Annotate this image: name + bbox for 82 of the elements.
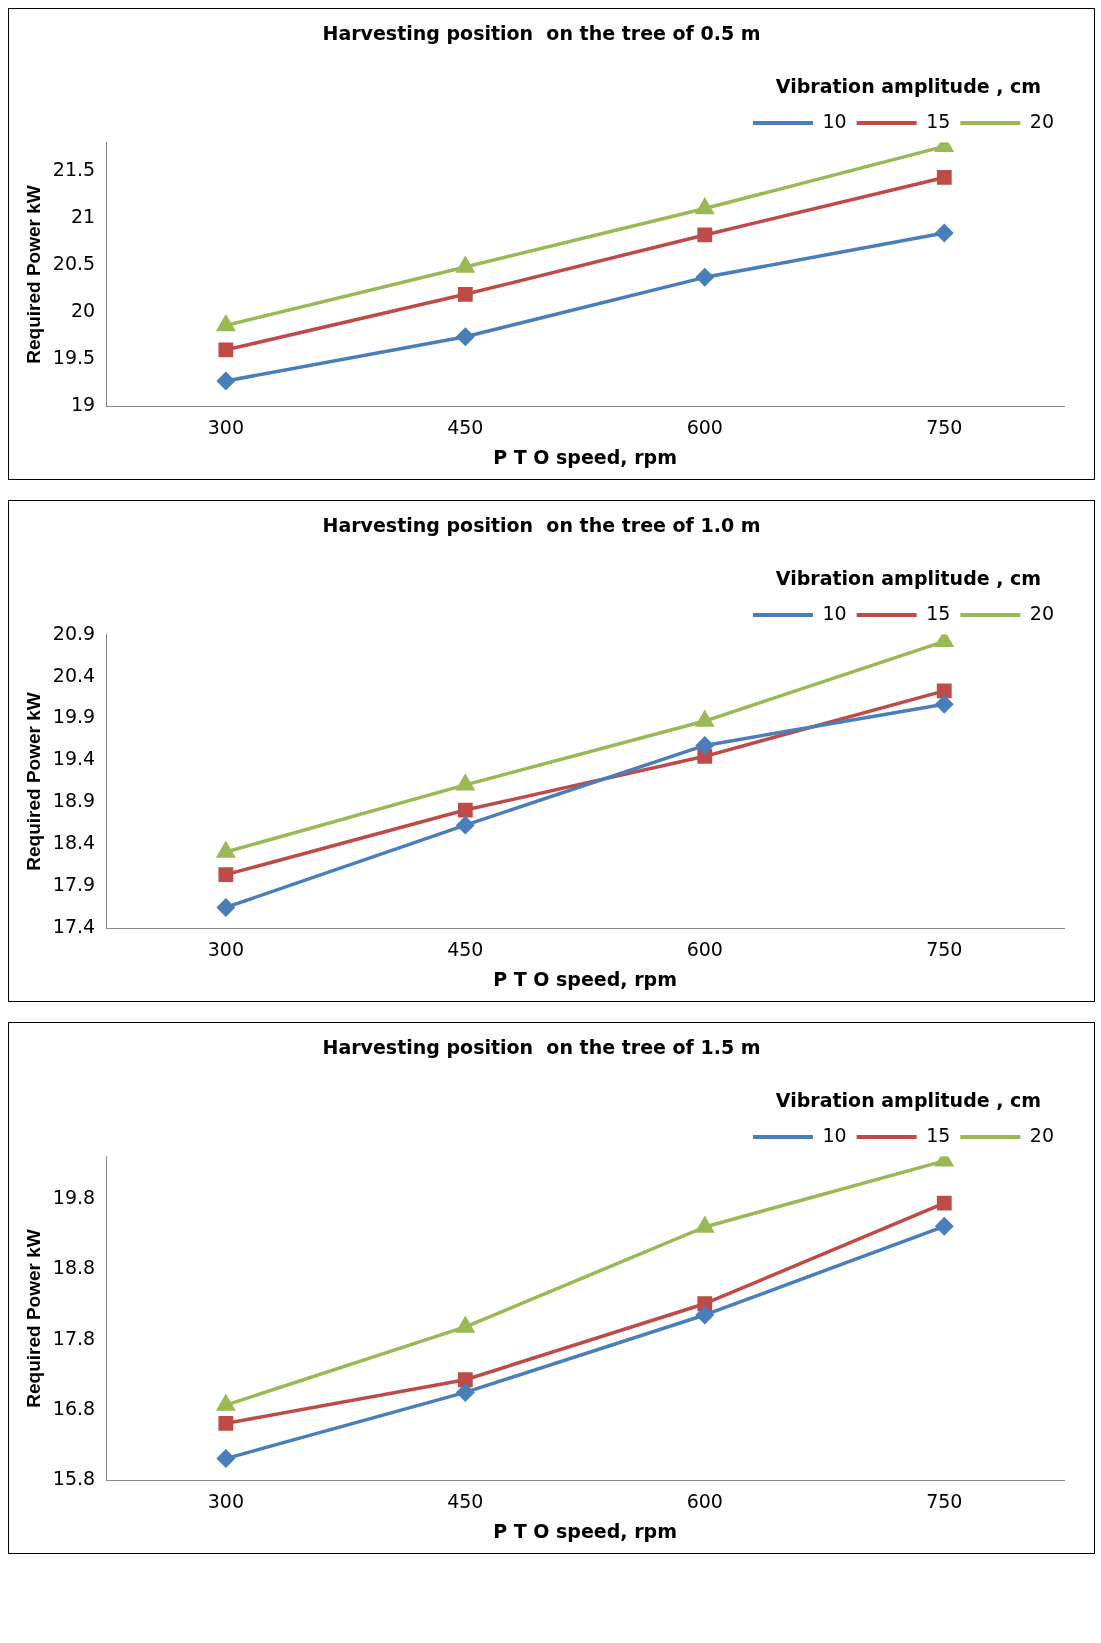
- point: [696, 736, 714, 755]
- point: [696, 1306, 714, 1324]
- point: [456, 1317, 474, 1333]
- legend-label: 20: [1029, 110, 1055, 133]
- chart-title: Harvesting position on the tree of 0.5 m: [322, 22, 761, 45]
- y-axis-title: Required Power kW: [22, 692, 44, 871]
- legend-title: Vibration amplitude , cm: [775, 567, 1042, 590]
- x-tick-label: 300: [207, 415, 244, 438]
- legend-label: 20: [1029, 1124, 1055, 1147]
- y-tick-label: 19.8: [52, 1185, 96, 1208]
- point: [218, 1415, 234, 1431]
- legend-label: 10: [822, 110, 847, 133]
- x-tick-label: 450: [447, 415, 484, 438]
- x-axis-title: P T O speed, rpm: [493, 1519, 677, 1542]
- x-tick-label: 450: [447, 937, 484, 960]
- point: [936, 683, 952, 699]
- y-tick-label: 21: [70, 204, 96, 227]
- x-tick-label: 300: [207, 1489, 244, 1512]
- y-axis-title: Required Power kW: [22, 1229, 44, 1408]
- point: [456, 816, 475, 834]
- point: [217, 898, 235, 917]
- x-axis-title: P T O speed, rpm: [493, 445, 677, 468]
- point: [217, 315, 235, 332]
- point: [935, 224, 954, 242]
- point: [457, 1372, 473, 1388]
- point: [218, 342, 234, 358]
- point: [456, 327, 475, 346]
- y-tick-label: 21.5: [52, 157, 96, 180]
- legend-label: 15: [926, 602, 951, 625]
- point: [696, 268, 714, 287]
- y-axis-title: Required Power kW: [22, 185, 44, 364]
- y-tick-label: 20.4: [52, 663, 96, 686]
- point: [457, 802, 473, 818]
- y-tick-label: 19.9: [52, 705, 96, 728]
- y-tick-label: 20.9: [52, 621, 96, 644]
- point: [217, 372, 235, 390]
- point: [935, 695, 954, 714]
- y-tick-label: 17.9: [52, 873, 96, 896]
- chart-title: Harvesting position on the tree of 1.0 m: [322, 514, 761, 537]
- y-tick-label: 20.5: [52, 252, 96, 275]
- chart-title: Harvesting position on the tree of 1.5 m: [322, 1036, 761, 1059]
- x-tick-label: 750: [926, 937, 963, 960]
- y-tick-label: 15.8: [52, 1467, 96, 1490]
- y-tick-label: 20: [70, 299, 96, 322]
- legend-label: 15: [926, 1124, 951, 1147]
- point: [936, 1195, 952, 1211]
- point: [456, 1383, 475, 1402]
- point: [217, 1449, 235, 1468]
- y-tick-label: 17.4: [52, 915, 96, 938]
- legend-label: 20: [1029, 602, 1055, 625]
- x-axis-title: P T O speed, rpm: [493, 967, 677, 990]
- y-tick-label: 18.9: [52, 789, 96, 812]
- legend-label: 10: [822, 1124, 847, 1147]
- point: [456, 257, 474, 273]
- point: [696, 711, 714, 727]
- point: [217, 842, 235, 858]
- legend-label: 15: [926, 110, 951, 133]
- point: [217, 1395, 235, 1411]
- y-tick-label: 19.5: [52, 346, 96, 369]
- point: [218, 867, 234, 883]
- y-tick-label: 17.8: [52, 1326, 96, 1349]
- x-tick-label: 600: [686, 415, 723, 438]
- y-tick-label: 19: [70, 393, 96, 416]
- point: [697, 227, 713, 243]
- point: [936, 170, 952, 185]
- point: [935, 634, 953, 648]
- point: [457, 286, 473, 302]
- legend-title: Vibration amplitude , cm: [775, 75, 1042, 98]
- y-tick-label: 18.8: [52, 1256, 96, 1279]
- x-tick-label: 600: [686, 1489, 723, 1512]
- legend-title: Vibration amplitude , cm: [775, 1089, 1042, 1112]
- point: [935, 1217, 954, 1236]
- x-tick-label: 750: [926, 415, 963, 438]
- x-tick-label: 750: [926, 1489, 963, 1512]
- y-tick-label: 19.4: [52, 747, 96, 770]
- x-tick-label: 450: [447, 1489, 484, 1512]
- y-tick-label: 16.8: [52, 1396, 96, 1419]
- legend-label: 10: [822, 602, 847, 625]
- point: [456, 775, 474, 791]
- x-tick-label: 600: [686, 937, 723, 960]
- y-tick-label: 18.4: [52, 831, 96, 854]
- x-tick-label: 300: [207, 937, 244, 960]
